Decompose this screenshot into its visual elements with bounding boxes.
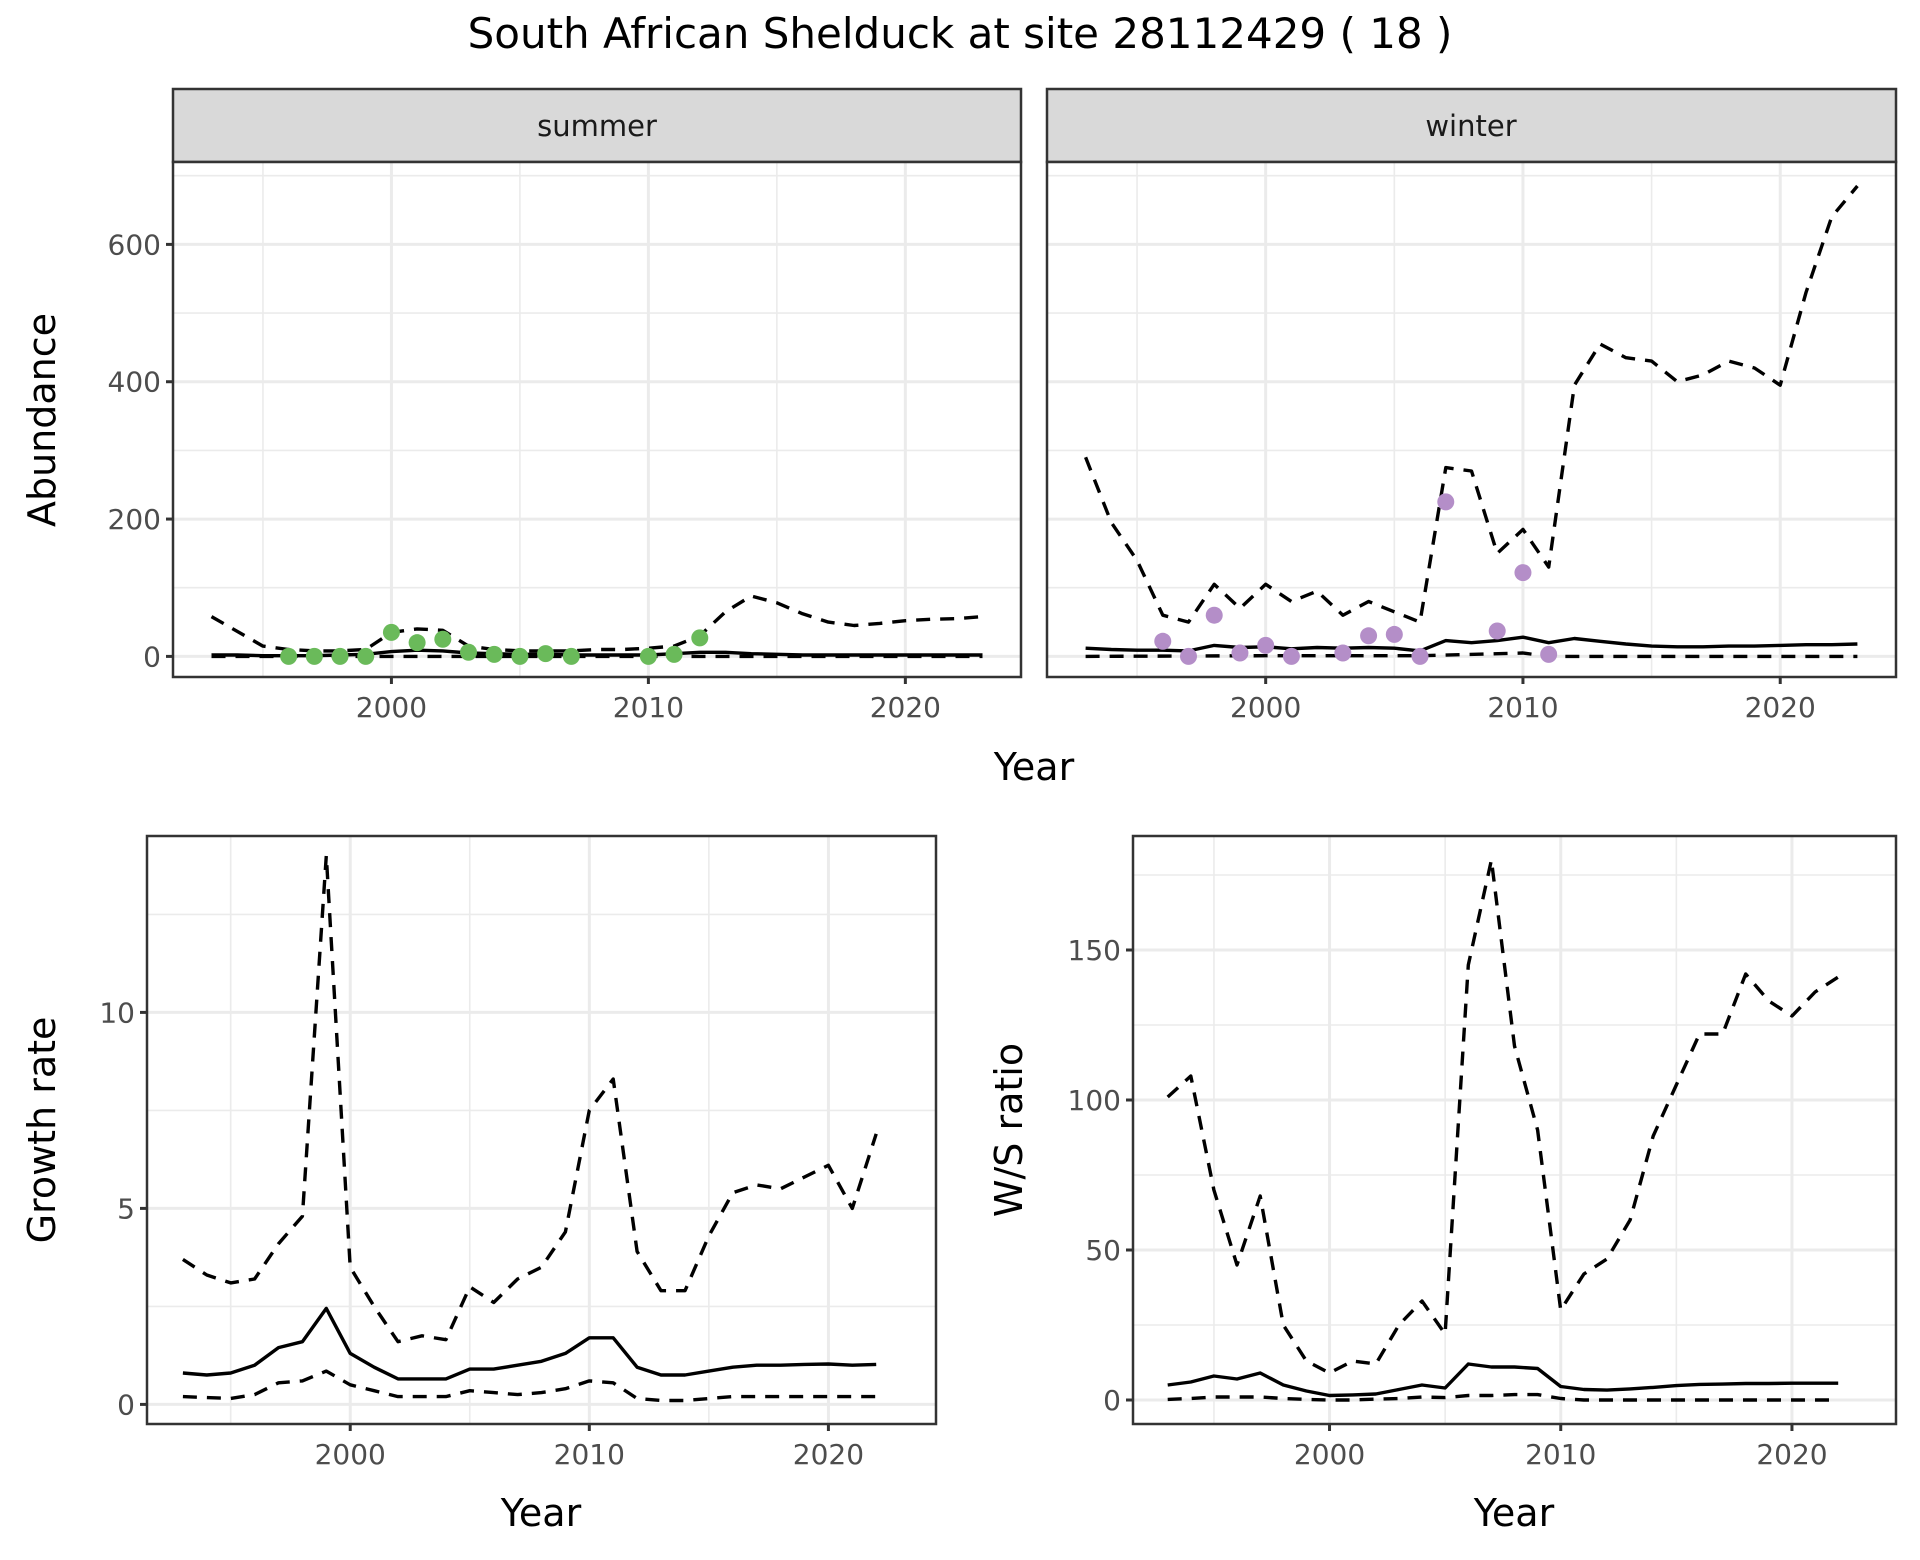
observed-point — [1231, 644, 1249, 662]
fitted-line — [1167, 1362, 1839, 1398]
plot-winter: 2000 2010 2020 — [1045, 160, 1898, 724]
x-tick-label: 2020 — [1745, 691, 1816, 724]
lower-bound-line — [182, 1369, 877, 1403]
y-tick-label: 0 — [1103, 1384, 1121, 1417]
growth-y-label: Growth rate — [20, 1017, 64, 1244]
fitted-line — [1085, 635, 1858, 653]
observed-point — [1257, 636, 1275, 654]
observed-point — [639, 647, 657, 665]
upper-bound-line — [181, 853, 878, 1344]
observed-point — [691, 629, 709, 647]
observed-point — [537, 645, 555, 663]
y-tick-label: 400 — [108, 366, 161, 399]
x-tick-label: 2000 — [356, 691, 427, 724]
y-tick-label: 5 — [117, 1192, 135, 1225]
observed-point — [460, 643, 478, 661]
panel-background — [1047, 162, 1896, 677]
observed-point — [562, 647, 580, 665]
x-tick-label: 2000 — [1230, 691, 1301, 724]
plot-ws-ratio: 2000 2010 2020 0 50 100 150 — [1068, 834, 1898, 1471]
y-tick-label: 150 — [1068, 934, 1121, 967]
observed-point — [408, 634, 426, 652]
panel-background — [173, 162, 1021, 677]
observed-point — [1437, 493, 1455, 511]
panel-border — [171, 160, 1023, 679]
ws-y-label: W/S ratio — [987, 1043, 1031, 1217]
growth-x-label: Year — [500, 1491, 582, 1535]
upper-bound-line — [1166, 858, 1840, 1375]
x-tick-label: 2000 — [315, 1438, 386, 1471]
observed-point — [1514, 564, 1532, 582]
abundance-x-label: Year — [993, 745, 1075, 789]
observed-point — [434, 630, 452, 648]
observed-point — [305, 647, 323, 665]
facet-winter: winter 2000 2010 2020 — [1045, 87, 1898, 724]
panel-background — [1133, 836, 1896, 1424]
plot-growth-rate: 2000 2010 2020 0 5 10 — [99, 834, 938, 1471]
strip-label-winter: winter — [1425, 109, 1516, 143]
observed-point — [331, 647, 349, 665]
observed-point — [1334, 644, 1352, 662]
lower-bound-line — [1167, 1392, 1839, 1402]
observed-point — [357, 647, 375, 665]
x-tick-label: 2000 — [1294, 1438, 1365, 1471]
observed-point — [1205, 606, 1223, 624]
abundance-y-label: Abundance — [20, 313, 64, 527]
strip-label-summer: summer — [537, 109, 657, 143]
observed-point — [1540, 645, 1558, 663]
observed-point — [1411, 647, 1429, 665]
observed-point — [1488, 622, 1506, 640]
y-tick-label: 200 — [108, 503, 161, 536]
panel-border — [1131, 834, 1898, 1426]
strip-summer — [171, 87, 1023, 164]
plot-summer: 2000 2010 2020 0 200 400 600 — [108, 160, 1023, 724]
y-tick-label: 600 — [108, 228, 161, 261]
observed-point — [1282, 647, 1300, 665]
panel-border — [145, 834, 938, 1426]
x-tick-label: 2010 — [1487, 691, 1558, 724]
observed-point — [382, 623, 400, 641]
x-tick-label: 2020 — [793, 1438, 864, 1471]
y-tick-label: 50 — [1085, 1234, 1121, 1267]
observed-point — [1154, 632, 1172, 650]
x-tick-label: 2010 — [554, 1438, 625, 1471]
y-tick-label: 100 — [1068, 1084, 1121, 1117]
x-tick-label: 2010 — [1525, 1438, 1596, 1471]
facet-summer: summer 2000 2010 2020 0 200 400 600 — [108, 87, 1023, 724]
observed-point — [1360, 627, 1378, 645]
x-tick-label: 2010 — [613, 691, 684, 724]
observed-point — [1385, 625, 1403, 643]
x-tick-label: 2020 — [1756, 1438, 1827, 1471]
upper-bound-line — [1084, 184, 1859, 624]
x-tick-label: 2020 — [870, 691, 941, 724]
observed-point — [665, 645, 683, 663]
strip-winter — [1045, 87, 1898, 164]
observed-point — [511, 647, 529, 665]
observed-point — [280, 647, 298, 665]
panel-background — [147, 836, 936, 1424]
chart-title: South African Shelduck at site 28112429 … — [468, 9, 1453, 58]
y-tick-label: 10 — [99, 996, 135, 1029]
upper-bound-line — [210, 594, 983, 653]
y-tick-label: 0 — [117, 1388, 135, 1421]
ws-x-label: Year — [1473, 1491, 1555, 1535]
observed-point — [1180, 647, 1197, 665]
observed-point — [485, 645, 503, 663]
y-tick-label: 0 — [143, 640, 161, 673]
fitted-line — [182, 1306, 877, 1381]
panel-border — [1045, 160, 1898, 679]
